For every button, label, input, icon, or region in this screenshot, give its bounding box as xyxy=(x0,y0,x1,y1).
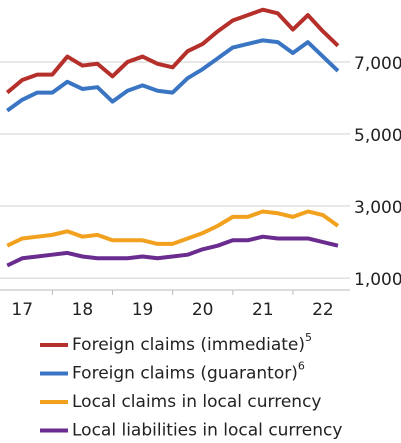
y-tick-label: 1,000 xyxy=(354,270,401,290)
legend-name: Local liabilities in local currency xyxy=(72,421,342,441)
legend-name: Foreign claims (immediate) xyxy=(72,335,305,355)
legend-label: Local claims in local currency xyxy=(72,392,321,412)
y-tick-label: 7,000 xyxy=(354,54,401,74)
series-line xyxy=(5,7,340,95)
x-tick-label: 19 xyxy=(132,300,154,320)
legend-footnote: 5 xyxy=(305,331,312,344)
y-tick-label: 3,000 xyxy=(354,198,401,218)
x-tick-label: 22 xyxy=(312,300,334,320)
series-line xyxy=(6,38,340,113)
legend-name: Foreign claims (guarantor) xyxy=(72,364,298,384)
x-tick-label: 21 xyxy=(252,300,274,320)
series-line xyxy=(6,209,340,248)
legend-name: Local claims in local currency xyxy=(72,392,321,412)
x-tick-label: 20 xyxy=(192,300,214,320)
x-tick-label: 18 xyxy=(72,300,94,320)
legend-label: Local liabilities in local currency xyxy=(72,421,342,441)
y-tick-label: 5,000 xyxy=(354,126,401,146)
x-tick-label: 17 xyxy=(11,300,33,320)
legend-footnote: 6 xyxy=(298,360,305,373)
legend-label: Foreign claims (immediate)5 xyxy=(72,331,312,355)
series-line xyxy=(6,234,339,268)
legend-label: Foreign claims (guarantor)6 xyxy=(72,360,305,384)
